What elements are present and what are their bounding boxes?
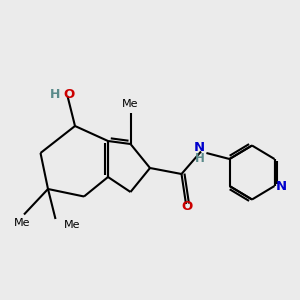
- Text: O: O: [63, 88, 75, 101]
- Text: N: N: [194, 141, 205, 154]
- Text: Me: Me: [14, 218, 31, 228]
- Text: H: H: [195, 152, 204, 166]
- Text: H: H: [50, 88, 60, 101]
- Text: Me: Me: [64, 220, 80, 230]
- Text: N: N: [275, 179, 287, 193]
- Text: Me: Me: [122, 99, 139, 109]
- Text: O: O: [182, 200, 193, 214]
